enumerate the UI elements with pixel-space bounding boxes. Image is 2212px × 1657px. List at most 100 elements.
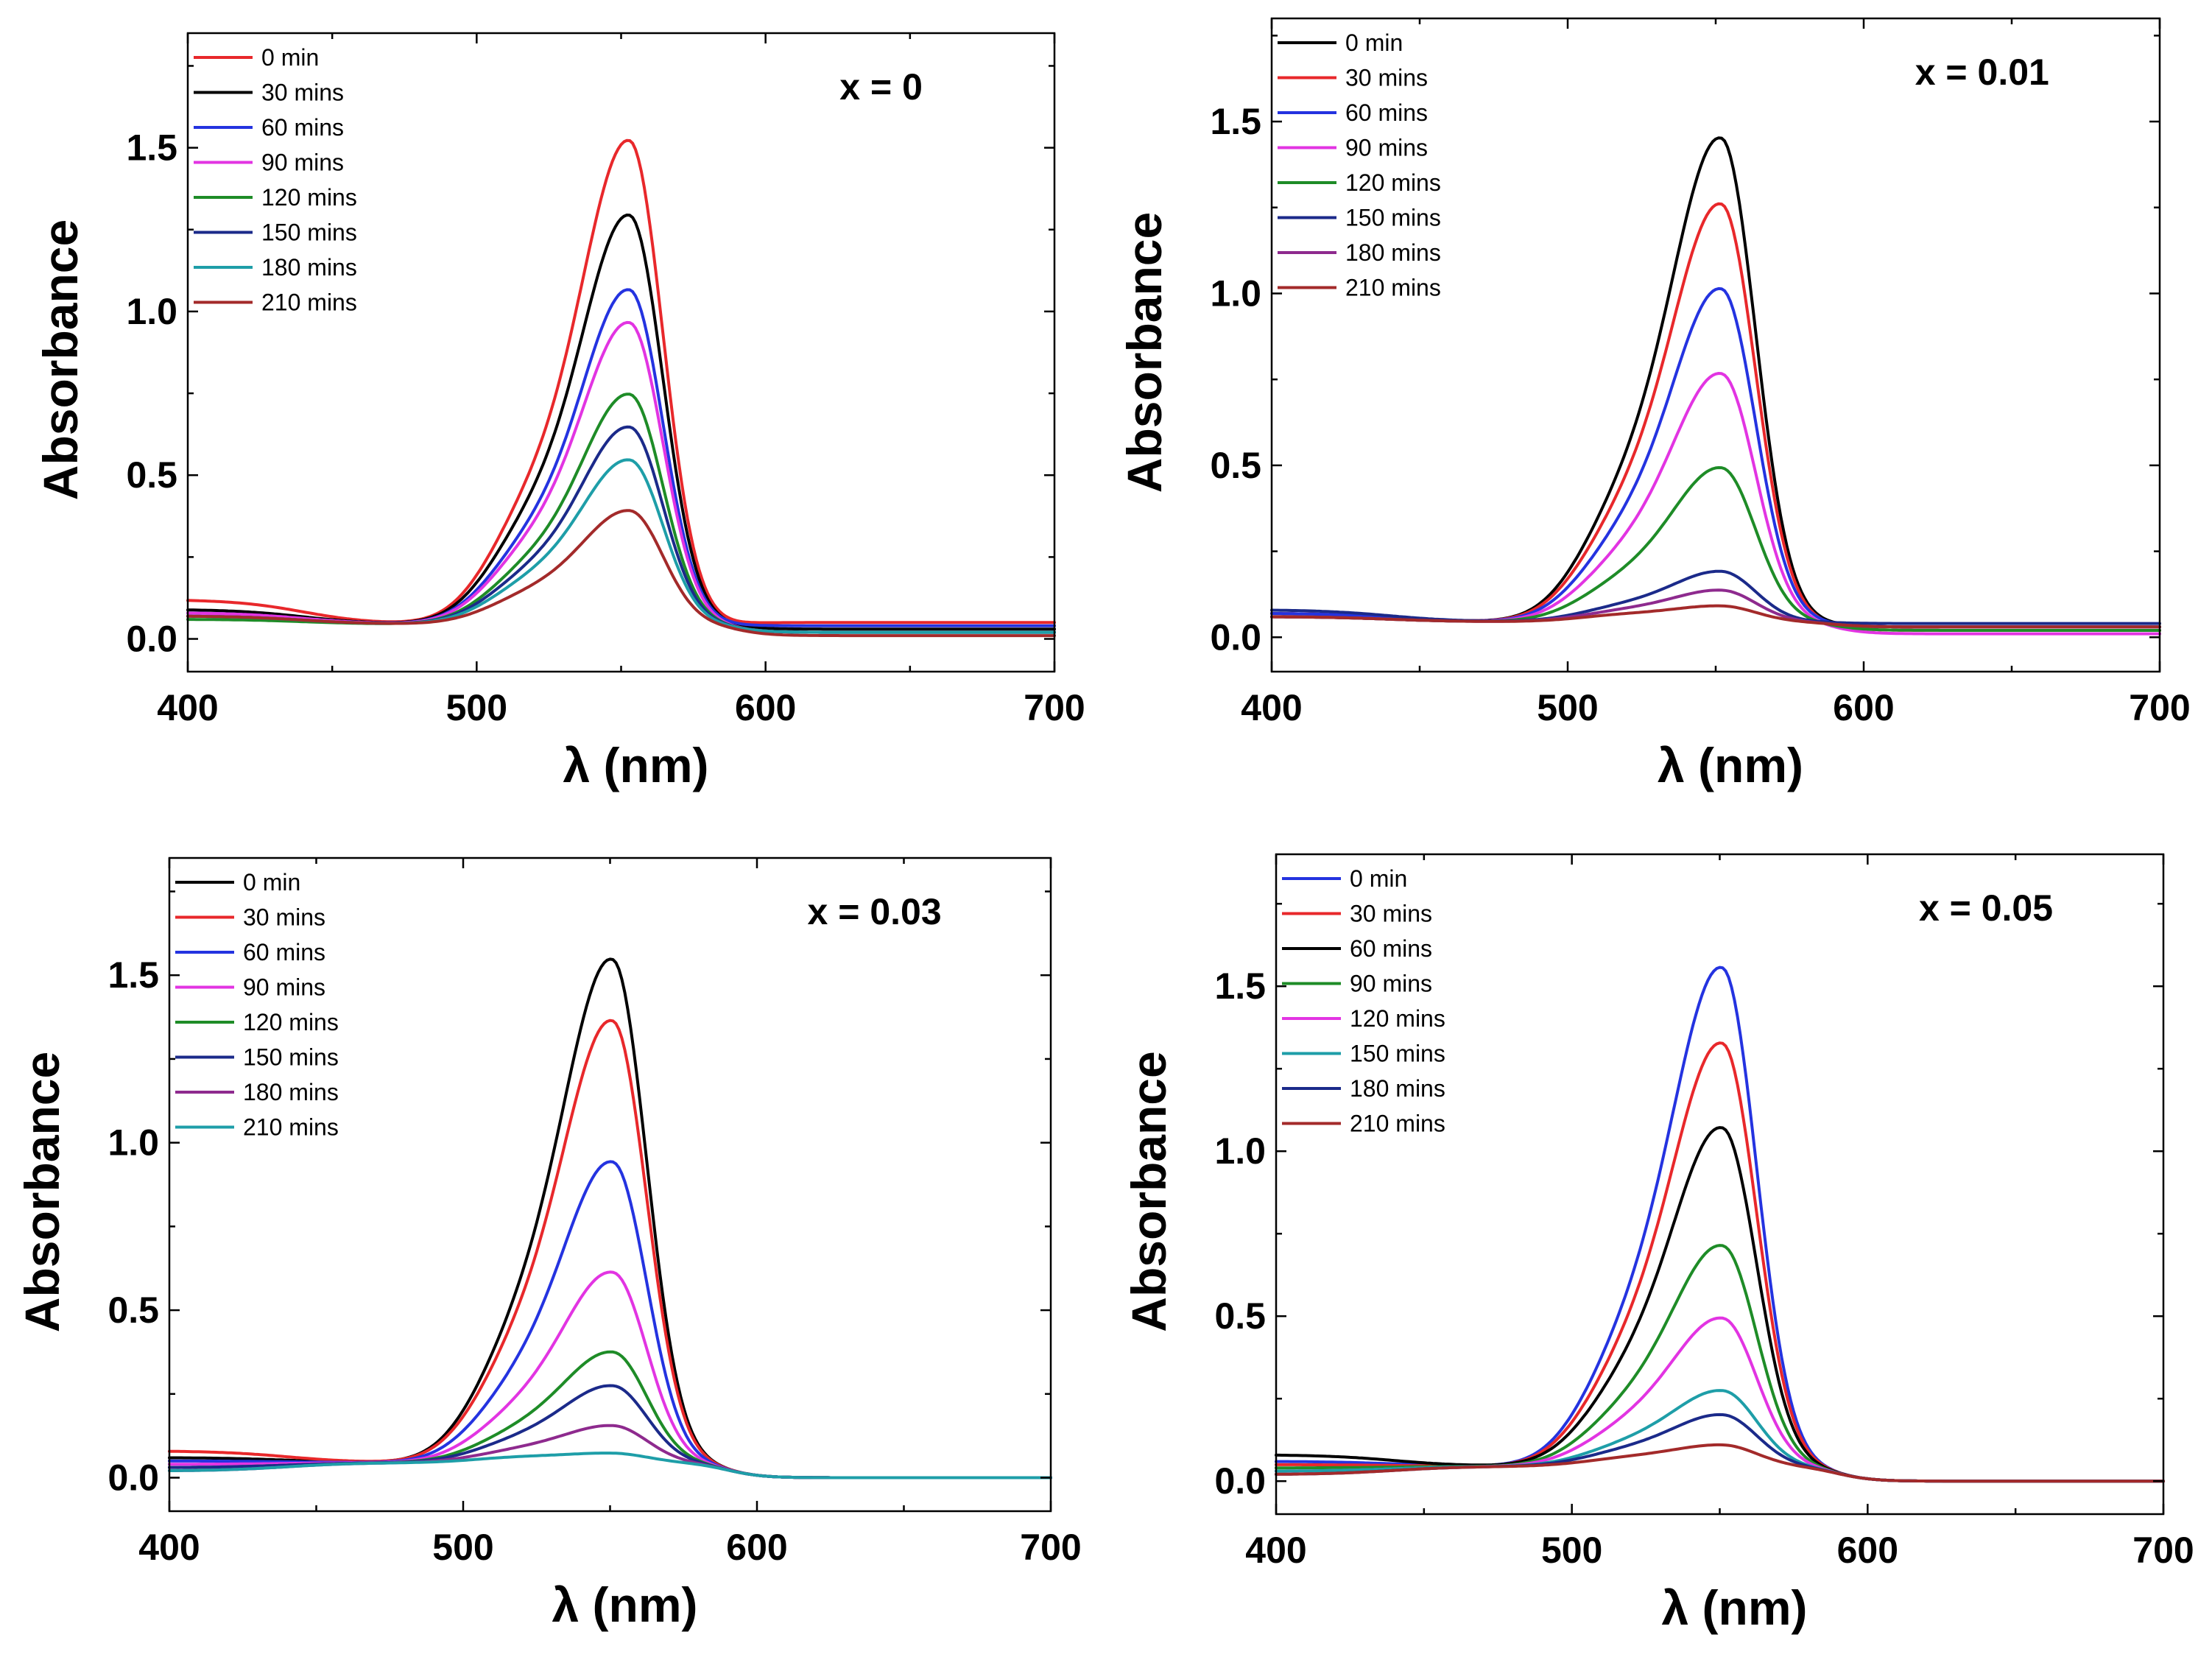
x-tick-label: 400	[1245, 1530, 1306, 1571]
legend-label: 120 mins	[261, 184, 357, 211]
y-tick-label: 0.5	[1214, 1295, 1266, 1337]
series-line-6	[168, 1384, 1052, 1480]
y-tick-label: 1.5	[126, 127, 177, 169]
y-tick-label: 1.0	[126, 291, 177, 332]
legend: 0 min 30 mins 60 mins 90 mins 120 mins 150 mi…	[1278, 29, 1441, 301]
legend-label: 150 mins	[1350, 1041, 1445, 1067]
legend-label: 90 mins	[261, 149, 344, 176]
series-line-4	[186, 320, 1056, 634]
legend: 0 min 30 mins 60 mins 90 mins 120 mins 150 mi…	[194, 44, 357, 316]
x-tick-label: 700	[2129, 687, 2190, 728]
legend-label: 120 mins	[243, 1009, 339, 1035]
legend-label: 0 min	[1345, 29, 1403, 56]
y-tick-label: 0.5	[126, 454, 177, 496]
series-line-4	[168, 1270, 1052, 1480]
series-line-7	[1275, 1413, 2165, 1483]
x-tick-label: 700	[1020, 1527, 1081, 1568]
legend-label: 0 min	[243, 869, 300, 896]
legend-label: 180 mins	[1345, 239, 1441, 266]
y-tick-label: 0.5	[1210, 445, 1261, 486]
x-axis-title: λ (nm)	[1658, 738, 1803, 792]
x-tick-label: 600	[1833, 687, 1894, 728]
legend-label: 210 mins	[243, 1114, 339, 1141]
legend-label: 30 mins	[1345, 65, 1428, 91]
legend-label: 0 min	[261, 44, 319, 71]
legend-label: 180 mins	[261, 254, 357, 281]
x-tick-label: 600	[1837, 1530, 1898, 1571]
x-tick-label: 500	[1541, 1530, 1602, 1571]
y-tick-label: 1.5	[108, 954, 159, 996]
panel-1: 400 500 600 700 0.0 0.5 1.0 1.5 λ (nm) Absorbance…	[33, 32, 1085, 792]
x-tick-label: 400	[1241, 687, 1302, 728]
legend-label: 30 mins	[1350, 901, 1432, 927]
y-tick-label: 1.0	[1214, 1130, 1266, 1172]
series-line-7	[1270, 588, 2161, 629]
x-tick-label: 500	[446, 687, 507, 728]
legend-label: 150 mins	[1345, 205, 1441, 231]
series-line-8	[1275, 1443, 2165, 1483]
series-line-1	[168, 957, 1052, 1480]
y-tick-label: 0.0	[108, 1457, 159, 1499]
y-tick-label: 1.5	[1214, 965, 1266, 1007]
y-tick-label: 1.0	[1210, 272, 1261, 314]
series-line-6	[1270, 569, 2161, 625]
x-tick-label: 600	[726, 1527, 787, 1568]
legend-label: 120 mins	[1345, 169, 1441, 196]
x-tick-label: 400	[138, 1527, 200, 1568]
x-tick-label: 700	[1024, 687, 1085, 728]
y-axis-title: Absorbance	[1117, 212, 1172, 493]
legend-label: 60 mins	[243, 939, 325, 965]
series-line-7	[186, 458, 1056, 634]
legend-label: 30 mins	[261, 80, 344, 106]
y-axis-title: Absorbance	[1121, 1051, 1176, 1331]
panel-annotation: x = 0	[839, 66, 923, 108]
y-axis-title: Absorbance	[15, 1052, 69, 1332]
y-tick-label: 0.0	[126, 619, 177, 660]
series-line-3	[1270, 286, 2161, 629]
legend-label: 90 mins	[243, 974, 325, 1001]
x-tick-label: 400	[157, 687, 218, 728]
series-line-6	[1275, 1389, 2165, 1483]
x-tick-label: 500	[432, 1527, 493, 1568]
series-line-2	[1270, 202, 2161, 632]
series-line-1	[186, 138, 1056, 625]
series-line-4	[1270, 372, 2161, 636]
panel-3: 400 500 600 700 0.0 0.5 1.0 1.5 λ (nm) Absorbance…	[15, 856, 1082, 1632]
y-tick-label: 1.5	[1210, 101, 1261, 142]
x-tick-label: 700	[2132, 1530, 2194, 1571]
legend-label: 120 mins	[1350, 1005, 1445, 1032]
legend-label: 0 min	[1350, 865, 1407, 892]
y-tick-label: 1.0	[108, 1122, 159, 1164]
legend-label: 180 mins	[243, 1079, 339, 1105]
series-line-8	[1270, 604, 2161, 629]
y-tick-label: 0.0	[1210, 616, 1261, 658]
legend-label: 210 mins	[1350, 1111, 1445, 1137]
panel-annotation: x = 0.03	[808, 891, 942, 932]
x-tick-label: 600	[735, 687, 796, 728]
panel-annotation: x = 0.05	[1919, 887, 2053, 929]
series-line-3	[186, 288, 1056, 627]
series-line-6	[186, 425, 1056, 634]
legend-label: 90 mins	[1350, 971, 1432, 997]
x-axis-title: λ (nm)	[563, 738, 709, 792]
panel-annotation: x = 0.01	[1915, 52, 2049, 93]
legend-label: 150 mins	[243, 1044, 339, 1071]
series-line-3	[168, 1160, 1052, 1480]
x-axis-title: λ (nm)	[552, 1577, 698, 1632]
legend-label: 150 mins	[261, 219, 357, 246]
y-tick-label: 0.0	[1214, 1460, 1266, 1502]
x-tick-label: 500	[1537, 687, 1598, 728]
legend-label: 90 mins	[1345, 135, 1428, 161]
series-line-8	[186, 509, 1056, 638]
legend-label: 210 mins	[1345, 275, 1441, 301]
legend-label: 180 mins	[1350, 1075, 1445, 1102]
legend-label: 210 mins	[261, 289, 357, 316]
x-axis-title: λ (nm)	[1662, 1580, 1808, 1635]
series-line-8	[168, 1452, 1052, 1480]
y-axis-title: Absorbance	[33, 219, 88, 500]
panel-2: 400 500 600 700 0.0 0.5 1.0 1.5 λ (nm) Absorbance…	[1117, 17, 2191, 792]
legend-label: 60 mins	[1345, 99, 1428, 126]
legend-label: 60 mins	[1350, 935, 1432, 962]
series-line-3	[1275, 1126, 2165, 1483]
